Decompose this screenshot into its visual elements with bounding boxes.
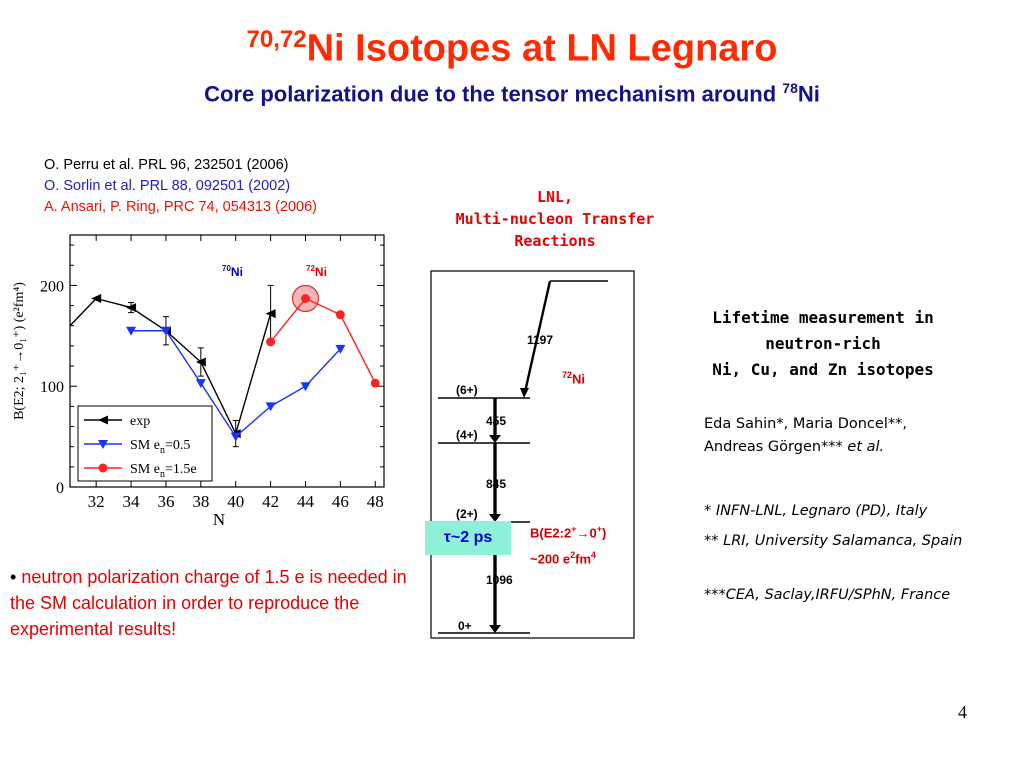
data-point <box>335 344 346 354</box>
data-point <box>301 294 310 304</box>
y-tick-label: 200 <box>40 278 64 295</box>
title-text: Ni Isotopes at LN Legnaro <box>306 27 778 70</box>
plot-frame <box>69 234 385 488</box>
subtitle-text: Core polarization due to the tensor mech… <box>204 81 783 107</box>
be2-chart: 32 34 36 38 40 42 44 46 48 0 100 200 N B(E2; 2₁⁺→0₁⁺)… <box>12 234 385 529</box>
author-list: Eda Sahin*, Maria Doncel**, Andreas Görg… <box>704 416 907 455</box>
affiliation-cea: ***CEA, Saclay,IRFU/SPhN, France <box>704 587 951 603</box>
data-point <box>160 326 171 336</box>
label-ni70-mass: 70 <box>222 264 231 273</box>
lifetime-box: τ~2 ps <box>425 521 511 555</box>
reference-ansari: A. Ansari, P. Ring, PRC 74, 054313 (2006… <box>44 199 317 215</box>
bullet-icon: • <box>10 567 17 587</box>
label-ni72-mass: 72 <box>306 264 315 273</box>
be2-value: B(E2:2+→0+) ~200 e2fm4 <box>530 524 607 567</box>
conclusion-bullet: • neutron polarization charge of 1.5 e i… <box>10 564 410 642</box>
legend-marker <box>98 463 108 473</box>
transition-arrow-1197 <box>523 280 552 393</box>
level-scheme-nucleus: 72Ni <box>562 370 586 387</box>
transition-label-1096: 1096 <box>486 573 513 587</box>
level-scheme-frame <box>430 270 635 639</box>
data-point <box>126 326 137 336</box>
conclusion-text: neutron polarization charge of 1.5 e is … <box>10 567 407 639</box>
x-tick-label: 40 <box>227 492 244 511</box>
legend-label-sub: n <box>160 469 165 480</box>
legend-label-tail: =0.5 <box>165 438 190 453</box>
lnl-heading: LNL, Multi-nucleon Transfer Reactions <box>455 188 655 250</box>
level-label-6plus: (6+) <box>456 383 478 397</box>
legend-label-tail: =1.5e <box>165 462 197 477</box>
arrowhead-455 <box>489 435 501 443</box>
arrowhead-1096 <box>489 625 501 633</box>
data-point <box>126 303 137 313</box>
x-tick-label: 44 <box>297 492 315 511</box>
page-number: 4 <box>958 702 967 722</box>
chart-frame <box>69 234 385 488</box>
reference-sorlin: O. Sorlin et al. PRL 88, 092501 (2002) <box>44 178 291 194</box>
y-tick-label: 100 <box>40 379 64 396</box>
data-point <box>300 382 311 392</box>
transition-label-1197: 1197 <box>527 333 553 347</box>
x-axis-label: N <box>213 510 225 529</box>
slide-subtitle: Core polarization due to the tensor mech… <box>0 80 1024 107</box>
chart-ticks: 32 34 36 38 40 42 44 46 48 0 100 200 N B(E2; 2₁⁺→0₁⁺)… <box>12 235 384 529</box>
level-scheme: 1197 455 845 1096 (6+) (4+) (2+) 0+ <box>430 270 635 639</box>
label-ni72: 72Ni <box>306 264 327 279</box>
transition-label-845: 845 <box>486 477 506 491</box>
level-label-4plus: (4+) <box>456 428 478 442</box>
legend-label-main: SM e <box>130 462 160 477</box>
arrow-icon: → <box>576 525 590 541</box>
x-tick-label: 32 <box>88 492 105 511</box>
x-tick-label: 48 <box>367 492 384 511</box>
legend-label: SM en=0.5 <box>130 438 190 456</box>
data-point <box>370 378 380 388</box>
lifetime-heading: Lifetime measurement in neutron-rich Ni,… <box>712 308 934 379</box>
legend-marker <box>98 440 108 449</box>
data-point <box>266 337 276 347</box>
y-tick-label: 0 <box>56 480 64 497</box>
data-point <box>195 379 206 389</box>
series-line-2 <box>270 297 376 384</box>
chart-series: 70Ni 72Ni <box>69 264 380 448</box>
data-point <box>265 309 276 319</box>
legend-label: exp <box>130 414 150 429</box>
reference-perru: O. Perru et al. PRL 96, 232501 (2006) <box>44 157 289 173</box>
label-ni70: 70Ni <box>222 264 243 279</box>
label-ni70-element: Ni <box>231 265 243 279</box>
arrowhead-1197 <box>520 388 529 398</box>
legend-marker <box>98 415 108 425</box>
data-point <box>230 432 241 442</box>
level-label-2plus: (2+) <box>456 507 478 521</box>
x-tick-label: 46 <box>332 492 349 511</box>
level-label-0plus: 0+ <box>458 619 472 633</box>
label-ni72-element: Ni <box>315 265 327 279</box>
data-point <box>335 310 345 320</box>
data-point <box>91 294 102 304</box>
y-axis-label: B(E2; 2₁⁺→0₁⁺) (e²fm⁴) <box>12 282 27 420</box>
subtitle-mass-number: 78 <box>782 80 798 96</box>
affiliation-infn: * INFN-LNL, Legnaro (PD), Italy <box>704 503 928 519</box>
transition-label-455: 455 <box>486 414 506 428</box>
x-tick-label: 38 <box>192 492 209 511</box>
subtitle-element: Ni <box>797 81 820 107</box>
x-tick-label: 34 <box>123 492 141 511</box>
lifetime-value: τ~2 ps <box>443 529 493 546</box>
affiliation-lri: ** LRI, University Salamanca, Spain <box>704 533 963 549</box>
x-tick-label: 42 <box>262 492 279 511</box>
data-point <box>195 357 206 367</box>
slide-title: 70,72Ni Isotopes at LN Legnaro <box>0 26 1024 71</box>
arrowhead-845 <box>489 514 501 522</box>
title-mass-number: 70,72 <box>246 26 307 53</box>
legend-label-main: SM e <box>130 438 160 453</box>
x-tick-label: 36 <box>157 492 174 511</box>
data-point <box>265 402 276 412</box>
legend-label-sub: n <box>160 445 165 456</box>
legend-label: SM en=1.5e <box>130 462 197 480</box>
